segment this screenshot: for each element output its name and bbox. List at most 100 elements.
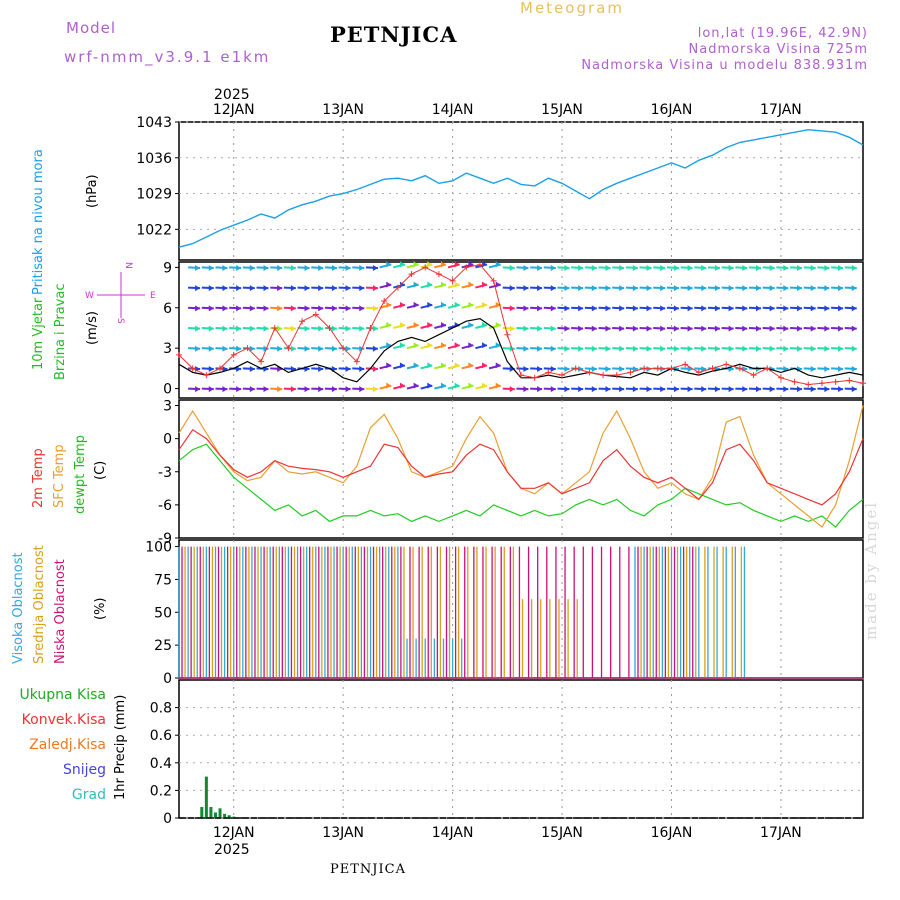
bottom-day-label: 17JAN [760, 825, 802, 841]
wind-barb-head [797, 264, 803, 271]
wind-barb-head [413, 342, 419, 349]
wind-barb-head [440, 261, 446, 268]
wind-barb-head [372, 305, 378, 312]
wind-barb-head [195, 325, 201, 332]
wind-barb-head [372, 285, 378, 292]
precip-bar [213, 812, 217, 818]
wind-barb-head [236, 285, 242, 292]
wind-barb-head [236, 386, 242, 393]
wind-gust-marker [531, 374, 538, 381]
wind-barb-head [755, 325, 761, 332]
wind-gust-marker [654, 365, 661, 372]
model-name: wrf-nmm_v3.9.1 e1km [64, 48, 271, 66]
wind-barb-head [249, 325, 255, 332]
wind-barb-head [578, 305, 584, 312]
wind-barb-head [386, 322, 392, 329]
wind-gust-marker [545, 369, 552, 376]
wind-gust-marker [176, 351, 182, 358]
wind-barb-head [646, 305, 652, 312]
wind-barb-head [728, 305, 734, 312]
wind-barb-head [304, 325, 310, 332]
wind-barb-head [482, 362, 488, 369]
wind-barb-head [783, 305, 789, 312]
wind-gust-marker [559, 372, 566, 379]
wind-barb-head [482, 261, 488, 268]
wind-barb-head [345, 264, 351, 271]
wind-barb-head [578, 386, 584, 393]
wind-barb-head [236, 305, 242, 312]
wind-barb-head [372, 345, 378, 352]
y-tick-label: 3 [163, 341, 172, 357]
wind-barb-head [619, 264, 625, 271]
wind-barb-head [769, 325, 775, 332]
wind-gust-marker [230, 351, 237, 358]
wind-barb-head [810, 325, 816, 332]
y-tick-label: 6 [163, 301, 172, 317]
wind-barb-head [523, 365, 529, 372]
pressure-ylabel: Pritisak na nivou mora [31, 149, 46, 295]
wind-barb-head [495, 342, 501, 349]
wind-ylabel-1: 10m Vjetar [31, 297, 46, 370]
wind-barb-head [195, 264, 201, 271]
wind-barb-head [386, 261, 392, 268]
wind-barb-head [468, 261, 474, 268]
compass-w: W [85, 291, 94, 301]
wind-barb-head [673, 264, 679, 271]
wind-gust-marker [490, 277, 497, 284]
y-tick-label: 0 [163, 382, 172, 398]
wind-barb-head [564, 325, 570, 332]
wind-barb-head [701, 285, 707, 292]
wind-barb-head [742, 305, 748, 312]
wind-barb-head [687, 325, 693, 332]
wind-barb-head [537, 386, 543, 393]
top-day-label: 16JAN [651, 102, 693, 118]
wind-barb-head [290, 305, 296, 312]
wind-barb-head [838, 345, 844, 352]
wind-barb-head [468, 322, 474, 329]
wind-barb-head [632, 365, 638, 372]
wind-barb-head [619, 285, 625, 292]
wind-barb-head [413, 362, 419, 369]
wind-barb-head [755, 305, 761, 312]
wind-barb-head [495, 322, 501, 329]
wind-barb-head [236, 325, 242, 332]
wind-barb-head [619, 305, 625, 312]
wind-barb-head [399, 281, 405, 288]
wind-barb-head [345, 365, 351, 372]
wind-barb-head [331, 264, 337, 271]
wind-barb-head [591, 345, 597, 352]
wind-barb-head [605, 345, 611, 352]
wind-gust-marker [750, 372, 757, 379]
cloud-ticks: 100 75 50 25 0 [145, 540, 179, 687]
compass-rose: W E N S [85, 262, 156, 324]
wind-barbs [188, 261, 857, 393]
compass-n: N [123, 262, 133, 269]
wind-barb-head [277, 264, 283, 271]
wind-barb-head [797, 386, 803, 393]
wind-barb-head [399, 342, 405, 349]
wind-barb-head [537, 305, 543, 312]
bottom-day-labels: 12JAN 13JAN 14JAN 15JAN 16JAN 17JAN [213, 825, 802, 841]
top-day-label: 17JAN [760, 102, 802, 118]
mid-cloud-label: Srednja Oblacnost [32, 545, 47, 664]
wind-barb-head [646, 285, 652, 292]
wind-barb-head [413, 322, 419, 329]
wind-barb-head [523, 264, 529, 271]
wind-barb-head [591, 386, 597, 393]
wind-barb-head [290, 386, 296, 393]
y-tick-label: 1022 [136, 222, 172, 238]
wind-barb-head [550, 386, 556, 393]
y-tick-label: 1036 [136, 151, 172, 167]
wind-barb-head [277, 285, 283, 292]
wind-barb-head [605, 386, 611, 393]
wind-gust-marker [394, 284, 401, 291]
wind-barb-head [797, 305, 803, 312]
wind-barb-head [797, 345, 803, 352]
wind-barb-head [851, 345, 857, 352]
wind-barb-head [495, 382, 501, 389]
wind-barb-head [714, 325, 720, 332]
wind-barb-head [728, 345, 734, 352]
wind-barb-head [755, 264, 761, 271]
wind-barb-head [509, 305, 515, 312]
wind-barb-head [454, 261, 460, 268]
